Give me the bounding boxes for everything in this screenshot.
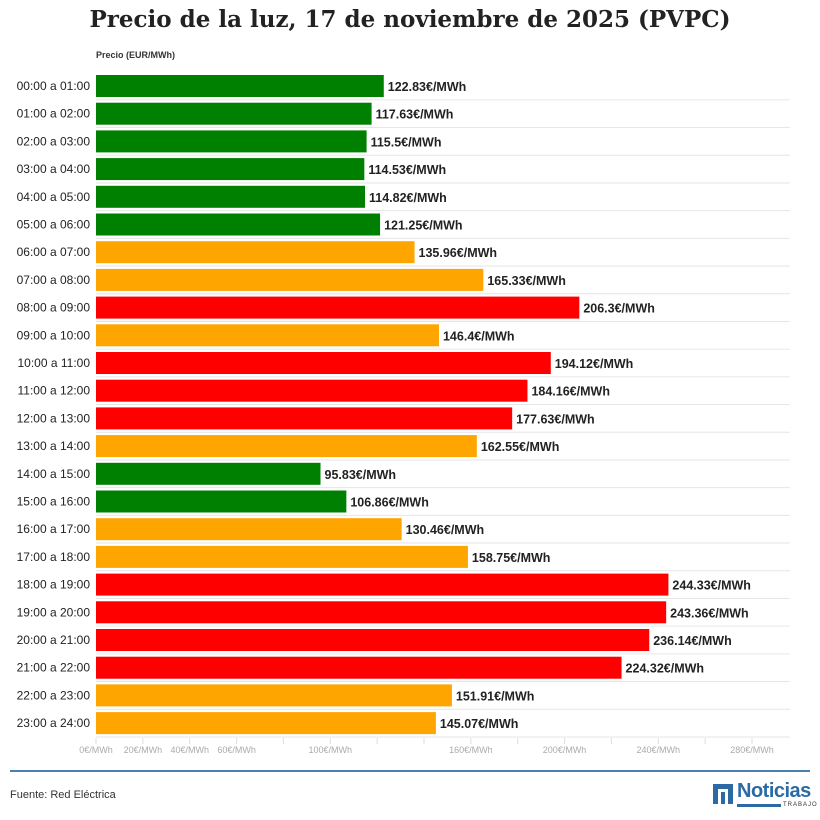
bar [96,268,484,291]
category-label: 21:00 a 22:00 [17,661,91,675]
data-label: 145.07€/MWh [440,717,519,731]
bar [96,712,436,735]
bar [96,601,667,624]
x-tick-label: 160€/MWh [449,745,493,755]
category-label: 14:00 a 15:00 [17,467,91,481]
data-label: 135.96€/MWh [419,246,498,260]
category-label: 03:00 a 04:00 [17,162,91,176]
x-tick-label: 240€/MWh [637,745,681,755]
x-tick-label: 60€/MWh [217,745,256,755]
data-label: 115.5€/MWh [371,135,442,149]
bar [96,407,513,430]
bar [96,213,381,236]
data-label: 243.36€/MWh [670,606,749,620]
bar [96,185,366,208]
data-label: 114.53€/MWh [368,163,446,177]
x-tick-label: 200€/MWh [543,745,587,755]
category-label: 16:00 a 17:00 [17,522,91,536]
bar [96,435,477,458]
bar [96,462,321,485]
category-label: 02:00 a 03:00 [17,134,91,148]
data-label: 224.32€/MWh [626,662,705,676]
bar [96,324,439,347]
data-label: 165.33€/MWh [487,274,566,288]
data-label: 114.82€/MWh [369,191,447,205]
category-label: 22:00 a 23:00 [17,688,91,702]
category-label: 19:00 a 20:00 [17,605,91,619]
bar [96,573,669,596]
category-label: 23:00 a 24:00 [17,716,91,730]
x-tick-label: 40€/MWh [170,745,209,755]
bar [96,241,415,264]
category-label: 05:00 a 06:00 [17,218,91,232]
data-label: 95.83€/MWh [325,468,397,482]
logo-word: Noticias [737,780,811,802]
bar [96,656,622,679]
data-label: 177.63€/MWh [516,412,595,426]
category-label: 13:00 a 14:00 [17,439,91,453]
data-label: 194.12€/MWh [555,357,634,371]
data-label: 244.33€/MWh [672,579,751,593]
x-tick-label: 20€/MWh [124,745,163,755]
data-label: 146.4€/MWh [443,329,515,343]
category-label: 11:00 a 12:00 [17,384,90,398]
category-label: 04:00 a 05:00 [17,190,91,204]
bar [96,130,367,153]
bar [96,490,347,513]
bar [96,352,551,374]
data-label: 117.63€/MWh [376,108,454,122]
category-label: 12:00 a 13:00 [17,411,91,425]
axis-label: Precio (EUR/MWh) [96,50,176,60]
footer-divider [10,770,810,772]
bar [96,75,384,97]
category-label: 07:00 a 08:00 [17,273,91,287]
noticias-trabajo-logo: Noticias TRABAJO [713,780,817,808]
category-label: 20:00 a 21:00 [17,633,91,647]
data-label: 151.91€/MWh [456,689,535,703]
logo-sub: TRABAJO [783,802,818,808]
x-tick-label: 0€/MWh [79,745,113,755]
bar [96,379,528,402]
category-label: 18:00 a 19:00 [17,578,91,592]
category-label: 15:00 a 16:00 [17,495,91,509]
data-label: 206.3€/MWh [583,302,655,316]
bar-chart: 0€/MWh 20€/MWh 40€/MWh 60€/MWh 100€/MWh 160€/… [17,75,790,755]
x-tick-label: 100€/MWh [309,745,353,755]
bar [96,102,372,125]
data-label: 122.83€/MWh [388,80,467,94]
logo-bar [737,804,781,807]
data-label: 236.14€/MWh [653,634,732,648]
bar [96,158,365,181]
logo-icon [713,784,733,804]
chart-title: Precio de la luz, 17 de noviembre de 202… [89,6,731,33]
category-label: 08:00 a 09:00 [17,301,91,315]
x-tick-label: 280€/MWh [730,745,774,755]
bar [96,518,402,541]
data-label: 162.55€/MWh [481,440,560,454]
bar [96,545,468,568]
category-label: 10:00 a 11:00 [17,356,90,370]
category-label: 17:00 a 18:00 [17,550,91,564]
bar [96,629,650,651]
data-label: 106.86€/MWh [350,496,429,510]
source-text: Fuente: Red Eléctrica [10,789,116,801]
bar [96,296,580,319]
category-label: 01:00 a 02:00 [17,107,91,121]
bar [96,684,452,707]
data-label: 121.25€/MWh [384,219,463,233]
category-label: 06:00 a 07:00 [17,245,91,259]
data-label: 130.46€/MWh [406,523,485,537]
data-label: 184.16€/MWh [531,385,610,399]
category-label: 00:00 a 01:00 [17,79,91,93]
data-label: 158.75€/MWh [472,551,551,565]
category-label: 09:00 a 10:00 [17,328,91,342]
